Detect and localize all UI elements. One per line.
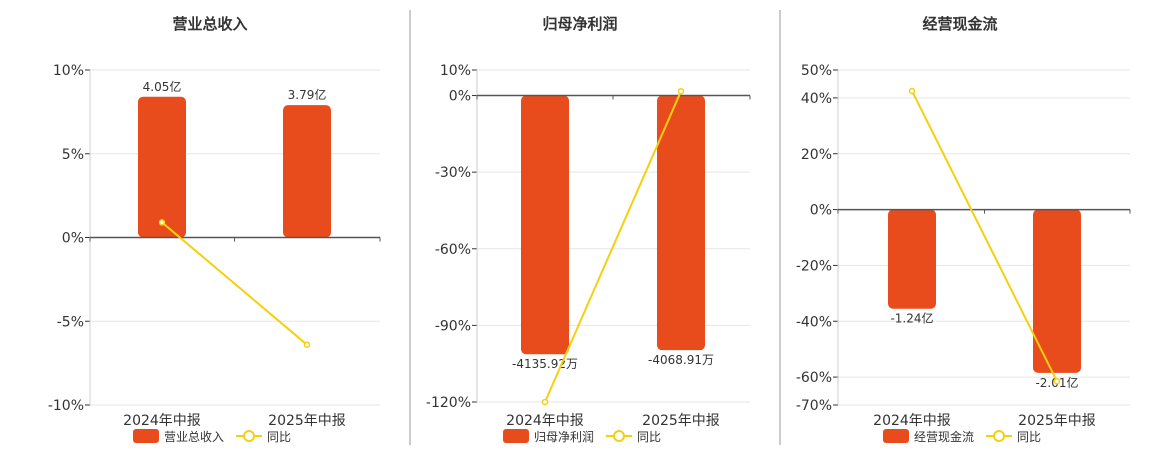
yoy-point: [1053, 378, 1061, 385]
legend-bar-swatch: [503, 429, 529, 443]
bar: [1033, 209, 1081, 373]
yoy-line: [911, 90, 1058, 382]
bar: [283, 105, 331, 238]
legend-line-marker: [243, 430, 255, 442]
y-tick-label: 50%: [801, 63, 832, 79]
bar-data-label: -1.24亿: [890, 311, 933, 326]
yoy-point: [541, 398, 549, 406]
legend-bar-label: 经营现金流: [914, 429, 974, 444]
x-tick-label: 2024年中报: [873, 413, 951, 429]
y-tick-label: -30%: [435, 165, 471, 181]
legend-line-label: 同比: [637, 430, 661, 444]
y-tick-label: 0%: [810, 203, 832, 219]
bar-data-label: 3.79亿: [288, 87, 327, 102]
y-tick-label: 10%: [440, 63, 471, 79]
bar-data-label: -4068.91万: [648, 353, 714, 367]
y-tick-label: -5%: [57, 314, 84, 330]
y-tick-label: -60%: [796, 370, 832, 386]
chart-title: 经营现金流: [922, 15, 997, 33]
bar: [138, 96, 186, 238]
y-tick-label: 10%: [53, 63, 84, 79]
bar-data-label: -4135.92万: [512, 357, 578, 371]
y-tick-label: -90%: [435, 318, 471, 334]
y-tick-label: -70%: [796, 398, 832, 414]
x-tick-label: 2025年中报: [642, 413, 720, 429]
chart-title: 归母净利润: [542, 15, 617, 33]
legend-bar-swatch: [883, 429, 909, 443]
bar-data-label: 4.05亿: [143, 79, 182, 94]
y-tick-label: -120%: [426, 395, 471, 411]
y-tick-label: 20%: [801, 147, 832, 163]
y-tick-label: -40%: [796, 314, 832, 330]
legend-bar-swatch: [133, 429, 159, 443]
yoy-point: [677, 87, 685, 95]
yoy-point: [303, 341, 311, 348]
y-tick-label: -60%: [435, 242, 471, 258]
chart-panel-2: 归母净利润 10% 0% -30% -60% -90% -120% -4135.92万 -406…: [426, 15, 751, 444]
legend-line-label: 同比: [1017, 430, 1041, 444]
x-tick-label: 2024年中报: [506, 413, 584, 429]
x-tick-label: 2024年中报: [123, 413, 201, 429]
legend-bar-label: 营业总收入: [164, 430, 224, 444]
chart-title: 营业总收入: [172, 15, 247, 33]
y-tick-label: 5%: [62, 147, 84, 163]
legend-line-marker: [613, 430, 625, 442]
chart-panel-1: 营业总收入 10% 5% 0% -5% -10% 4.05亿 3.79亿 2024年中报 2025…: [48, 15, 381, 444]
y-tick-label: 0%: [449, 89, 471, 105]
x-tick-label: 2025年中报: [268, 413, 346, 429]
yoy-point: [158, 219, 166, 226]
y-tick-label: -20%: [796, 258, 832, 274]
y-tick-label: 40%: [801, 91, 832, 107]
bar: [888, 209, 936, 309]
y-tick-label: 0%: [62, 231, 84, 247]
yoy-point: [908, 87, 916, 95]
bar: [521, 95, 569, 355]
legend-line-marker: [993, 430, 1005, 442]
y-tick-label: -10%: [48, 398, 84, 414]
x-tick-label: 2025年中报: [1018, 413, 1096, 429]
yoy-line: [544, 90, 682, 403]
yoy-line: [161, 221, 308, 346]
bar: [657, 95, 705, 351]
legend-line-label: 同比: [267, 430, 291, 444]
legend-bar-label: 归母净利润: [534, 430, 594, 444]
chart-panel-3: 经营现金流50%40%20%0%-20%-40%-60%-70%-1.24亿-2…: [796, 15, 1131, 444]
